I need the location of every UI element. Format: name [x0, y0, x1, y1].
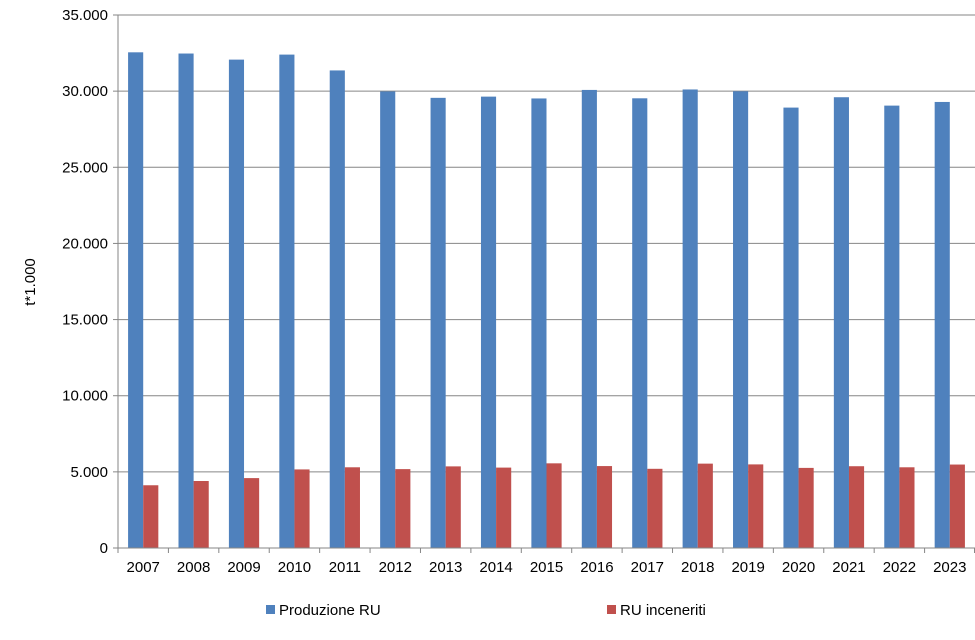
bar-ru-inceneriti-2014 [496, 467, 512, 548]
bar-produzione-ru-2007 [128, 52, 144, 549]
bar-produzione-ru-2011 [329, 70, 345, 548]
bar-ru-inceneriti-2022 [899, 467, 915, 548]
bar-ru-inceneriti-2021 [848, 466, 865, 548]
bar-produzione-ru-2022 [884, 105, 900, 549]
bars [128, 52, 965, 549]
y-tick-label: 0 [100, 540, 108, 557]
bar-ru-inceneriti-2008 [193, 480, 209, 548]
bar-produzione-ru-2017 [632, 98, 648, 548]
bar-produzione-ru-2009 [228, 59, 245, 548]
y-tick-label: 30.000 [62, 83, 108, 100]
bar-ru-inceneriti-2019 [748, 464, 764, 548]
bar-ru-inceneriti-2016 [596, 466, 613, 548]
bar-ru-inceneriti-2017 [647, 468, 663, 548]
bar-ru-inceneriti-2020 [798, 467, 814, 548]
legend-label-produzione-ru: Produzione RU [279, 602, 381, 619]
x-tick-label: 2009 [227, 559, 260, 576]
bar-produzione-ru-2013 [430, 97, 446, 548]
bar-ru-inceneriti-2007 [143, 485, 159, 548]
y-tick-label: 35.000 [62, 7, 108, 24]
bar-produzione-ru-2012 [380, 91, 396, 549]
legend-swatch-ru-inceneriti [607, 605, 616, 614]
bar-ru-inceneriti-2013 [445, 466, 461, 548]
x-tick-label: 2016 [580, 559, 613, 576]
bar-produzione-ru-2008 [178, 53, 194, 548]
bar-produzione-ru-2020 [783, 107, 799, 548]
bar-ru-inceneriti-2009 [244, 478, 260, 548]
bar-produzione-ru-2015 [531, 98, 547, 548]
y-axis-label: t*1.000 [22, 258, 39, 306]
bar-produzione-ru-2016 [581, 89, 597, 549]
legend-swatch-produzione-ru [266, 605, 275, 614]
y-tick-labels: 0 5.000 10.000 15.000 20.000 25.000 30.000 35.0… [62, 7, 108, 557]
x-tick-labels: 2007 2008 2009 2010 2011 2012 2013 2014 2015 2016… [127, 559, 967, 576]
x-tick-label: 2015 [530, 559, 563, 576]
bar-produzione-ru-2018 [682, 89, 698, 548]
bar-ru-inceneriti-2018 [697, 463, 713, 548]
bar-ru-inceneriti-2011 [344, 467, 360, 548]
x-tick-label: 2021 [832, 559, 865, 576]
x-tick-label: 2011 [329, 559, 361, 576]
x-tick-label: 2014 [479, 559, 512, 576]
bar-ru-inceneriti-2023 [949, 464, 965, 548]
x-tick-label: 2018 [681, 559, 714, 576]
legend: Produzione RU RU inceneriti [266, 602, 706, 619]
bar-produzione-ru-2014 [480, 96, 497, 548]
y-tick-label: 25.000 [62, 159, 108, 176]
x-tick-label: 2017 [631, 559, 664, 576]
y-tick-label: 5.000 [70, 464, 108, 481]
x-tick-label: 2012 [379, 559, 412, 576]
y-tick-label: 15.000 [62, 312, 108, 329]
legend-label-ru-inceneriti: RU inceneriti [620, 602, 706, 619]
x-tick-label: 2022 [883, 559, 916, 576]
axes [113, 14, 975, 553]
bar-ru-inceneriti-2010 [294, 469, 310, 548]
bar-ru-inceneriti-2012 [395, 469, 411, 548]
bar-produzione-ru-2021 [833, 97, 849, 548]
x-tick-label: 2020 [782, 559, 815, 576]
x-tick-label: 2019 [731, 559, 764, 576]
bar-produzione-ru-2010 [279, 54, 295, 548]
x-tick-label: 2013 [429, 559, 462, 576]
x-tick-label: 2023 [933, 559, 966, 576]
x-tick-label: 2007 [127, 559, 160, 576]
bar-ru-inceneriti-2015 [546, 463, 562, 548]
x-tick-label: 2010 [278, 559, 311, 576]
bar-produzione-ru-2023 [934, 101, 950, 548]
y-tick-label: 20.000 [62, 235, 108, 252]
y-tick-label: 10.000 [62, 388, 108, 405]
x-tick-label: 2008 [177, 559, 210, 576]
bar-produzione-ru-2019 [733, 91, 749, 549]
